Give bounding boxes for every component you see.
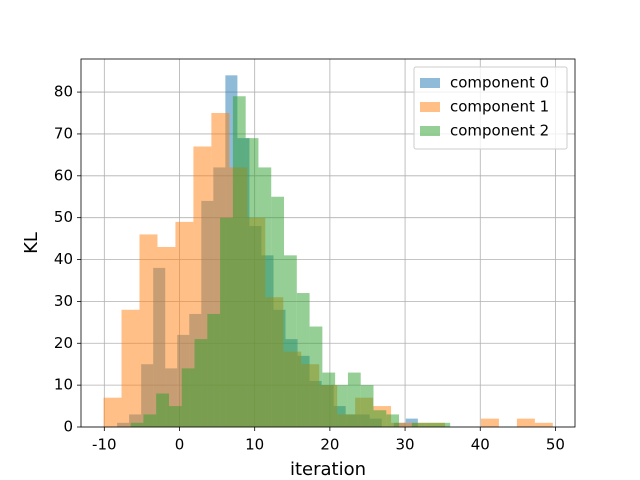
histogram-bar xyxy=(347,372,361,427)
histogram-bar xyxy=(207,313,221,427)
legend-label: component 0 xyxy=(450,74,549,92)
histogram-bar xyxy=(373,410,387,427)
plot-frame xyxy=(80,58,576,428)
y-tick-label: 0 xyxy=(63,418,73,436)
histogram-bar xyxy=(391,422,410,427)
legend-box xyxy=(413,66,568,150)
y-tick-label: 80 xyxy=(54,83,73,101)
x-tick-label: 50 xyxy=(546,436,565,454)
histogram-bar xyxy=(181,368,195,427)
x-tick-label: 10 xyxy=(245,436,264,454)
histogram-bar xyxy=(284,255,297,427)
y-tick-label: 70 xyxy=(54,124,73,142)
x-axis-label: iteration xyxy=(290,459,366,480)
histogram-bar xyxy=(232,96,246,427)
legend-label: component 2 xyxy=(450,122,549,140)
histogram-bar xyxy=(437,422,451,427)
histogram-bar xyxy=(335,385,348,427)
histogram-bar xyxy=(411,422,425,427)
y-axis-label: KL xyxy=(21,232,42,254)
y-tick-label: 30 xyxy=(54,292,73,310)
legend-swatch xyxy=(420,78,440,88)
y-tick-label: 50 xyxy=(54,208,73,226)
histogram-bar xyxy=(322,372,336,427)
histogram-bar xyxy=(309,326,323,427)
histogram-bar xyxy=(516,418,535,427)
legend-swatch xyxy=(420,126,440,136)
histogram-bar xyxy=(121,309,140,427)
x-tick-label: 40 xyxy=(471,436,490,454)
legend-swatch xyxy=(420,102,440,112)
y-tick-label: 40 xyxy=(54,250,73,268)
x-tick-label: 30 xyxy=(396,436,415,454)
histogram-bar xyxy=(130,422,144,427)
histogram-bar xyxy=(534,422,553,427)
histogram-bar xyxy=(360,385,374,427)
legend-label: component 1 xyxy=(450,98,549,116)
y-tick-label: 20 xyxy=(54,334,73,352)
histogram-bar xyxy=(103,397,122,427)
histogram-bar xyxy=(139,234,158,427)
x-tick-label: 0 xyxy=(175,436,185,454)
histogram-bar xyxy=(386,414,400,427)
y-tick-label: 60 xyxy=(54,166,73,184)
histogram-bar xyxy=(271,196,285,427)
histogram-bar xyxy=(480,418,499,427)
histogram-bar xyxy=(194,339,208,427)
histogram-bar xyxy=(296,293,310,427)
histogram-bar xyxy=(156,393,169,427)
legend: component 0 component 1 component 2 xyxy=(413,66,568,150)
y-tick-label: 10 xyxy=(54,376,73,394)
x-tick-label: -10 xyxy=(92,436,117,454)
histogram-bar xyxy=(157,246,176,427)
histogram-bar xyxy=(168,406,182,427)
histogram-bar xyxy=(220,217,233,427)
histogram-bar xyxy=(245,138,259,427)
x-tick-label: 20 xyxy=(320,436,339,454)
histogram-bar xyxy=(258,167,272,427)
histogram-bar xyxy=(424,422,438,427)
histogram-bar xyxy=(143,414,157,427)
